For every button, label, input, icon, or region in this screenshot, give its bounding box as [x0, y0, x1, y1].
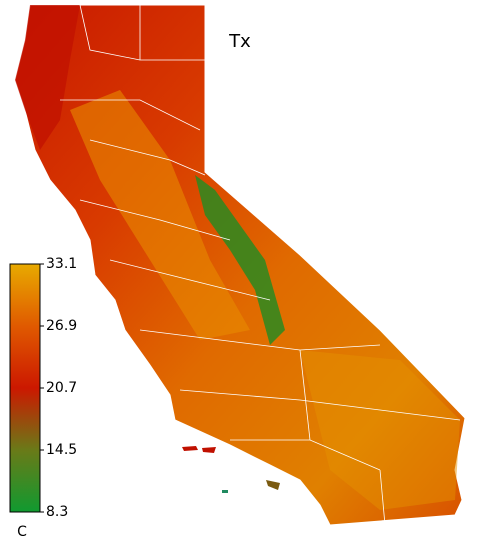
island [222, 490, 228, 493]
island [266, 480, 280, 490]
island [202, 447, 216, 453]
desert [300, 350, 460, 510]
county-lines [60, 4, 461, 526]
colorbar-tick-label: 8.3 [46, 504, 68, 520]
map-title: Tx [228, 31, 251, 52]
colorbar-tick-label: 20.7 [46, 380, 77, 396]
central-valley [70, 90, 250, 340]
colorbar [9, 263, 41, 513]
sierra-green [195, 175, 285, 345]
colorbar-unit: C [17, 524, 27, 540]
colorbar-tick-label: 14.5 [46, 442, 77, 458]
island [182, 446, 198, 451]
colorbar-tick-label: 26.9 [46, 318, 77, 334]
coast-cool [15, 5, 80, 150]
colorbar-tick-label: 33.1 [46, 256, 77, 272]
